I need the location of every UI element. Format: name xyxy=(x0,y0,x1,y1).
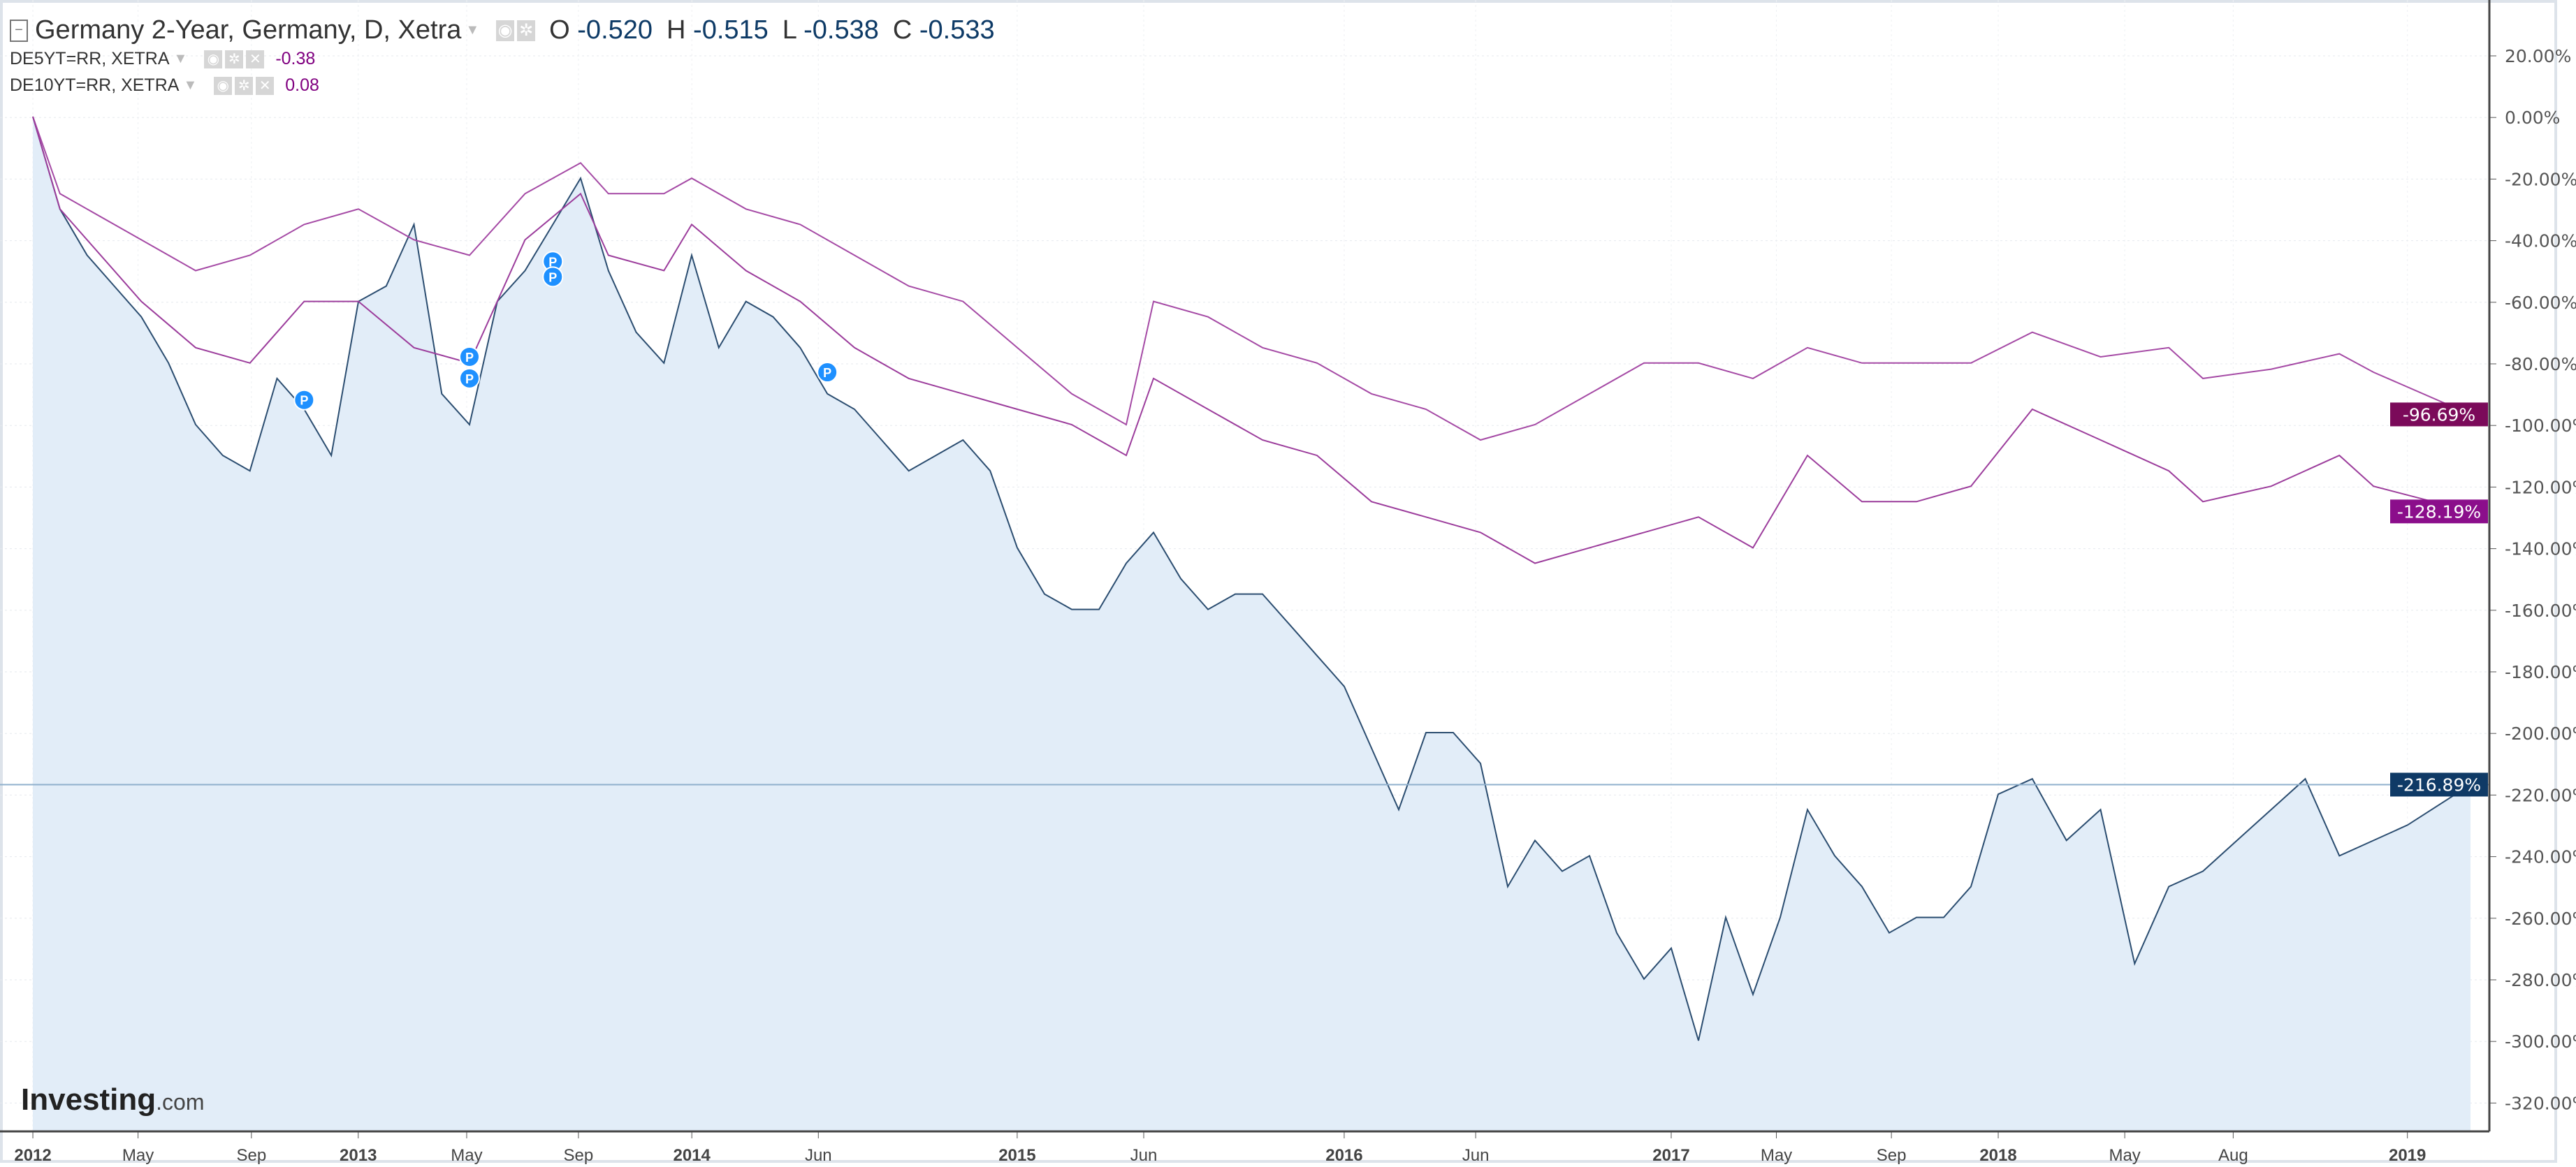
series-area xyxy=(33,117,2471,1131)
gear-icon[interactable]: ✲ xyxy=(235,76,254,95)
event-marker[interactable] xyxy=(459,346,480,367)
event-marker-label: P xyxy=(300,394,308,408)
chevron-down-icon[interactable]: ▼ xyxy=(183,78,198,93)
y-tick-label: -260.00% xyxy=(2505,909,2576,929)
collapse-icon[interactable]: − xyxy=(10,19,28,42)
event-marker-label: P xyxy=(548,270,557,284)
x-tick-label: Jun xyxy=(1130,1146,1158,1165)
eye-icon[interactable]: ◉ xyxy=(204,50,223,68)
eye-icon[interactable]: ◉ xyxy=(496,20,515,41)
y-tick-label: -180.00% xyxy=(2505,662,2576,682)
main-legend: − Germany 2-Year, Germany, D, Xetra ▼ ◉ ✲… xyxy=(10,15,1009,45)
x-tick-label: Aug xyxy=(2218,1146,2248,1165)
series-line-0[interactable] xyxy=(32,116,2471,1041)
x-tick-label: 2014 xyxy=(673,1146,711,1165)
last-value-badge xyxy=(2390,499,2488,524)
close-icon[interactable]: ✕ xyxy=(256,76,275,95)
x-tick-label: 2019 xyxy=(2389,1146,2426,1165)
open-label: O xyxy=(549,15,570,45)
x-tick-label: Jun xyxy=(805,1146,832,1165)
event-marker[interactable] xyxy=(293,389,315,411)
x-tick-label: 2017 xyxy=(1652,1146,1689,1165)
x-tick-label: May xyxy=(122,1146,154,1165)
overlay-legend-de5yt: DE5YT=RR, XETRA ▼ ◉ ✲ ✕ -0.38 xyxy=(10,49,315,69)
overlay-title[interactable]: DE5YT=RR, XETRA xyxy=(10,49,170,68)
high-value: -0.515 xyxy=(693,15,769,45)
overlay-value: -0.38 xyxy=(275,49,316,68)
open-value: -0.520 xyxy=(577,15,653,45)
eye-icon[interactable]: ◉ xyxy=(214,76,233,95)
logo-brand: Investing xyxy=(21,1082,157,1117)
y-tick-label: -80.00% xyxy=(2505,354,2576,374)
last-value-badge xyxy=(2390,772,2488,797)
close-icon[interactable]: ✕ xyxy=(246,50,265,68)
y-tick-label: -300.00% xyxy=(2505,1032,2576,1052)
gear-icon[interactable]: ✲ xyxy=(517,20,536,41)
low-label: L xyxy=(782,15,796,45)
x-tick-label: 2016 xyxy=(1325,1146,1362,1165)
y-tick-label: -200.00% xyxy=(2505,724,2576,744)
last-value-badge xyxy=(2390,402,2488,427)
y-tick-label: -280.00% xyxy=(2505,970,2576,990)
y-tick-label: -320.00% xyxy=(2505,1093,2576,1113)
low-value: -0.538 xyxy=(803,15,879,45)
x-tick-label: Sep xyxy=(237,1146,267,1165)
event-marker[interactable] xyxy=(542,266,564,288)
event-marker-label: P xyxy=(465,372,474,386)
x-tick-label: 2018 xyxy=(1979,1146,2016,1165)
investing-logo: Investing.com xyxy=(21,1082,205,1117)
y-tick-label: 0.00% xyxy=(2505,108,2560,128)
overlay-legend-de10yt: DE10YT=RR, XETRA ▼ ◉ ✲ ✕ 0.08 xyxy=(10,75,319,96)
last-value-label: -96.69% xyxy=(2403,404,2475,425)
main-series-title[interactable]: Germany 2-Year, Germany, D, Xetra xyxy=(35,15,462,45)
x-tick-label: Sep xyxy=(1877,1146,1907,1165)
y-tick-label: -120.00% xyxy=(2505,477,2576,497)
event-marker-label: P xyxy=(548,255,557,269)
x-tick-label: May xyxy=(2109,1146,2140,1165)
overlay-title[interactable]: DE10YT=RR, XETRA xyxy=(10,75,180,95)
x-tick-label: May xyxy=(451,1146,482,1165)
close-value: -0.533 xyxy=(919,15,995,45)
last-value-label: -128.19% xyxy=(2397,501,2481,522)
high-label: H xyxy=(667,15,686,45)
x-tick-label: May xyxy=(1761,1146,1792,1165)
logo-suffix: .com xyxy=(156,1089,205,1115)
gear-icon[interactable]: ✲ xyxy=(225,50,244,68)
x-tick-label: Sep xyxy=(564,1146,594,1165)
event-marker[interactable] xyxy=(459,367,480,389)
y-tick-label: -20.00% xyxy=(2505,169,2576,189)
y-tick-label: -40.00% xyxy=(2505,231,2576,251)
y-tick-label: -240.00% xyxy=(2505,847,2576,867)
chevron-down-icon[interactable]: ▼ xyxy=(173,51,188,66)
y-tick-label: -160.00% xyxy=(2505,601,2576,621)
y-tick-label: 20.00% xyxy=(2505,46,2571,66)
event-marker-label: P xyxy=(465,351,474,365)
close-label: C xyxy=(892,15,912,45)
overlay-value: 0.08 xyxy=(285,75,319,95)
y-tick-label: -220.00% xyxy=(2505,785,2576,805)
series-line-1[interactable] xyxy=(32,116,2471,441)
y-tick-label: -140.00% xyxy=(2505,539,2576,559)
y-tick-label: -100.00% xyxy=(2505,416,2576,436)
chevron-down-icon[interactable]: ▼ xyxy=(465,22,480,38)
y-tick-label: -60.00% xyxy=(2505,293,2576,313)
event-marker[interactable] xyxy=(817,362,838,383)
x-tick-label: 2013 xyxy=(340,1146,377,1165)
series-line-2[interactable] xyxy=(32,116,2471,564)
last-value-label: -216.89% xyxy=(2397,775,2481,795)
x-tick-label: 2012 xyxy=(14,1146,51,1165)
event-marker-label: P xyxy=(823,366,831,380)
x-tick-label: 2015 xyxy=(998,1146,1035,1165)
x-tick-label: Jun xyxy=(1462,1146,1490,1165)
